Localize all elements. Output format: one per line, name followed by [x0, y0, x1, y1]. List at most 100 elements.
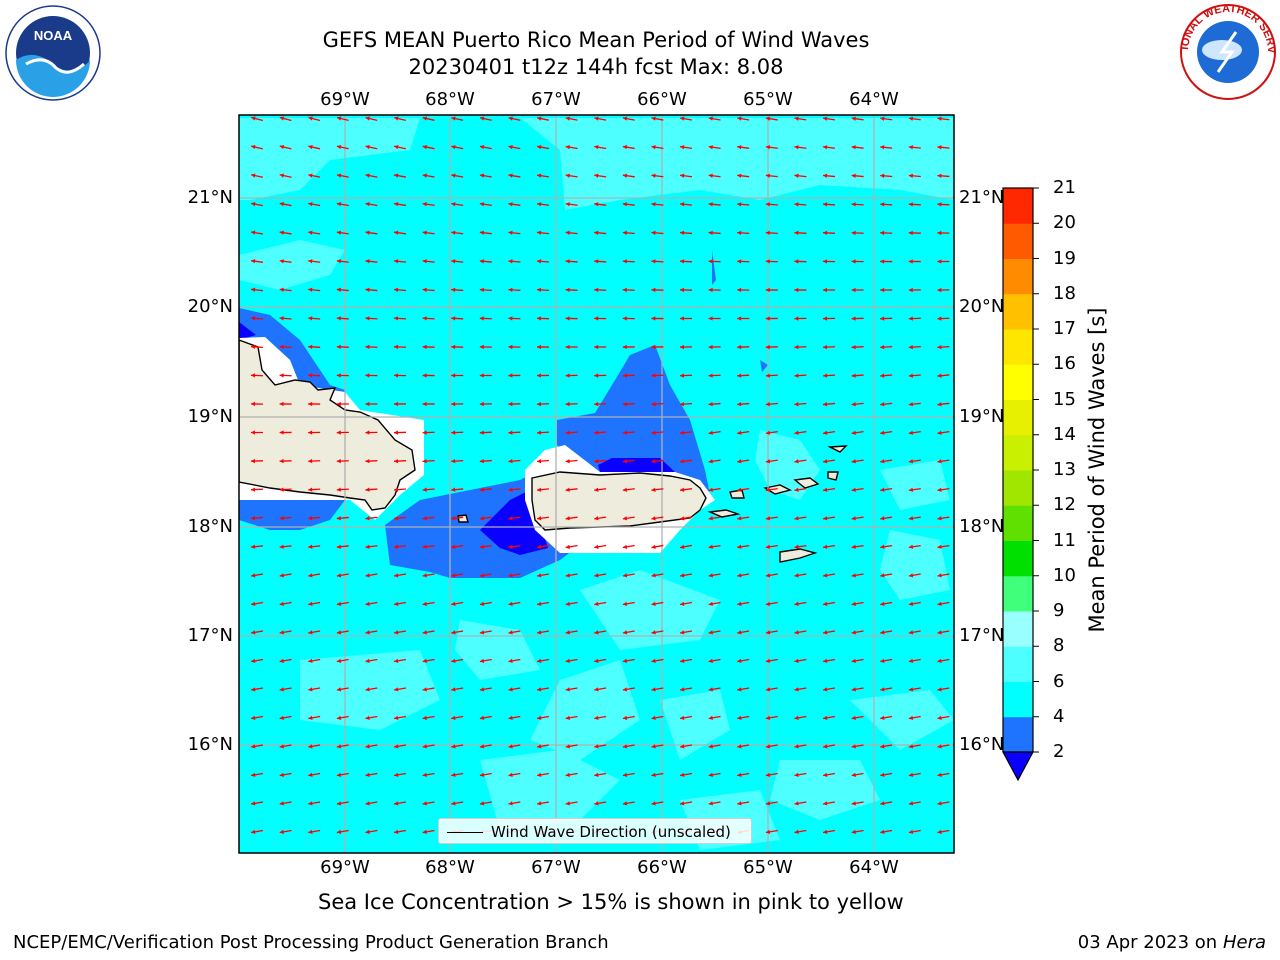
wind-arrow	[250, 829, 264, 834]
wind-arrow	[251, 116, 263, 122]
wind-arrow	[651, 516, 664, 521]
wind-arrow	[308, 658, 321, 663]
wind-arrow	[536, 430, 550, 435]
wind-arrow	[737, 145, 750, 150]
wind-arrow	[508, 173, 521, 178]
wind-arrow	[451, 487, 464, 492]
wind-arrow	[737, 402, 750, 407]
wind-arrow	[336, 458, 349, 464]
wind-arrow	[737, 259, 750, 264]
wind-arrow	[565, 116, 578, 121]
wind-arrow	[679, 658, 693, 663]
wind-arrow	[622, 316, 635, 321]
wind-arrow	[336, 316, 349, 321]
wind-arrow	[422, 230, 435, 235]
wind-arrow	[336, 544, 349, 549]
wind-arrow	[880, 516, 893, 521]
wind-arrow	[937, 202, 950, 207]
wind-arrow	[622, 373, 635, 378]
wind-arrow	[279, 373, 292, 378]
wind-arrow	[937, 544, 950, 549]
wind-arrow	[250, 401, 264, 407]
wind-arrow	[479, 116, 492, 121]
wind-arrow	[565, 145, 578, 150]
wind-arrow	[365, 487, 378, 492]
wind-arrow	[336, 344, 349, 350]
wind-arrow	[508, 516, 521, 521]
wind-arrow	[565, 658, 578, 663]
wind-arrow	[393, 458, 407, 464]
wind-arrow	[336, 687, 349, 692]
wind-arrow	[565, 459, 578, 464]
wind-arrow	[250, 772, 264, 777]
wind-arrow	[422, 430, 435, 435]
wind-arrow	[479, 744, 492, 749]
wind-arrow	[794, 744, 807, 749]
noaa-logo: NOAA	[5, 5, 101, 101]
wind-arrow	[479, 230, 492, 235]
wind-arrow	[822, 259, 836, 264]
wind-arrow	[565, 715, 578, 720]
wind-arrow	[737, 230, 750, 236]
wind-arrow	[622, 801, 635, 806]
colorbar-segment	[1003, 364, 1033, 400]
lat-label-right: 19°N	[959, 406, 1005, 427]
wind-arrow	[880, 487, 893, 492]
wind-arrow	[651, 744, 664, 749]
wind-arrow	[908, 658, 921, 663]
wind-arrow	[594, 687, 607, 692]
wind-arrow	[880, 829, 893, 834]
wind-arrow	[308, 316, 321, 321]
wind-arrow	[851, 601, 864, 606]
wind-arrow	[851, 487, 864, 492]
wind-arrow	[937, 259, 950, 264]
wind-arrow	[250, 287, 264, 292]
wind-arrow	[308, 202, 321, 207]
wind-arrow	[851, 658, 864, 663]
wind-arrow	[365, 144, 378, 150]
wind-arrow	[937, 801, 950, 806]
wind-arrow	[451, 544, 464, 549]
wind-arrow	[594, 287, 607, 293]
wind-arrow	[279, 144, 292, 150]
wind-arrow	[393, 401, 407, 407]
wind-arrow	[393, 344, 407, 350]
wind-arrow	[737, 687, 750, 692]
wind-arrow	[822, 801, 836, 806]
legend: Wind Wave Direction (unscaled)	[438, 818, 752, 844]
wind-arrow	[565, 772, 578, 777]
wind-arrow	[250, 801, 264, 806]
colorbar-tick-label: 18	[1053, 282, 1076, 304]
wind-arrow	[594, 344, 607, 350]
wind-arrow	[479, 373, 492, 378]
wind-arrow	[594, 772, 607, 777]
wind-arrow	[908, 373, 921, 378]
colorbar-tick-label: 21	[1053, 177, 1076, 198]
wind-arrow	[250, 344, 264, 350]
wind-arrow	[794, 516, 807, 521]
wind-arrow	[765, 145, 778, 150]
wind-arrow	[822, 630, 836, 635]
wind-arrow	[880, 573, 893, 578]
lon-label-top: 65°W	[743, 89, 793, 110]
wind-arrow	[308, 772, 321, 777]
wind-arrow	[794, 373, 807, 378]
wind-arrow	[651, 573, 664, 578]
wind-arrow	[708, 459, 721, 464]
wind-arrow	[908, 287, 921, 293]
wind-arrow	[765, 715, 778, 720]
wind-arrow	[765, 373, 778, 378]
wind-arrow	[308, 373, 321, 378]
wind-arrow	[536, 630, 550, 635]
wind-arrow	[365, 230, 378, 235]
wind-arrow	[393, 287, 407, 292]
wind-arrow	[479, 316, 492, 321]
wind-arrow	[765, 402, 778, 407]
wind-arrow	[336, 259, 349, 264]
wind-arrow	[880, 744, 893, 749]
wind-arrow	[365, 687, 378, 692]
wind-arrow	[565, 373, 578, 378]
wind-arrow	[365, 458, 378, 464]
svg-text:NOAA: NOAA	[34, 28, 73, 43]
wind-arrow	[937, 687, 950, 692]
